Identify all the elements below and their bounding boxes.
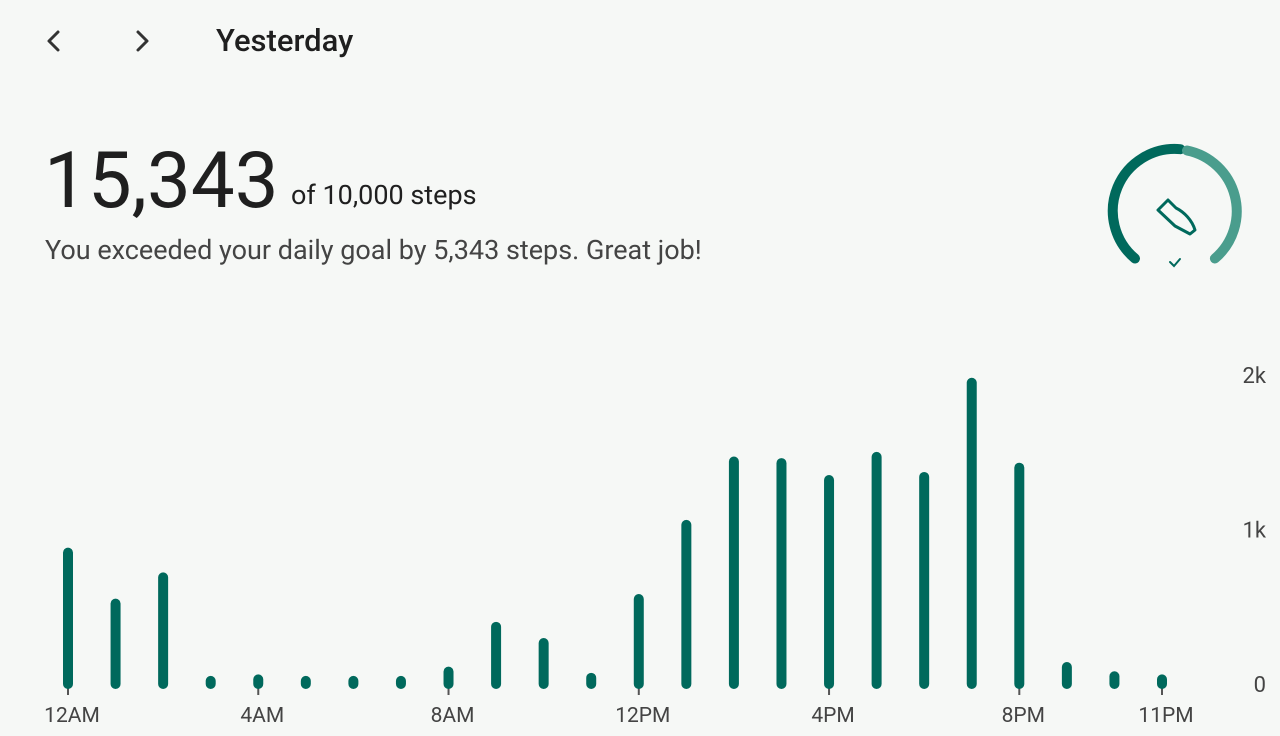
forward-button[interactable] <box>136 30 149 52</box>
y-tick-label: 1k <box>1242 519 1266 544</box>
x-tick-label: 4PM <box>811 704 854 728</box>
header-title: Yesterday <box>216 22 353 59</box>
y-tick-label: 2k <box>1242 364 1266 389</box>
step-count: 15,343 <box>44 136 279 227</box>
y-tick-label: 0 <box>1254 673 1266 698</box>
back-button[interactable] <box>47 30 60 52</box>
chart: 0 1k 2k 12AM 4AM 8AM 12PM 4PM 8PM 11PM <box>44 364 1267 728</box>
shoe-icon <box>1156 198 1197 236</box>
x-tick-label: 8PM <box>1002 704 1045 728</box>
ring-arc <box>1107 143 1186 264</box>
x-tick-label: 12PM <box>615 704 670 728</box>
check-icon <box>1169 258 1181 268</box>
x-tick-label: 4AM <box>240 704 284 728</box>
goal-text: of 10,000 steps <box>291 179 477 211</box>
x-tick-label: 12AM <box>44 704 100 728</box>
x-tick-label: 8AM <box>431 704 475 728</box>
x-tick-label: 11PM <box>1138 704 1193 728</box>
ring-arc <box>1182 145 1242 264</box>
goal-message: You exceeded your daily goal by 5,343 st… <box>45 234 702 266</box>
progress-ring <box>1107 143 1242 268</box>
